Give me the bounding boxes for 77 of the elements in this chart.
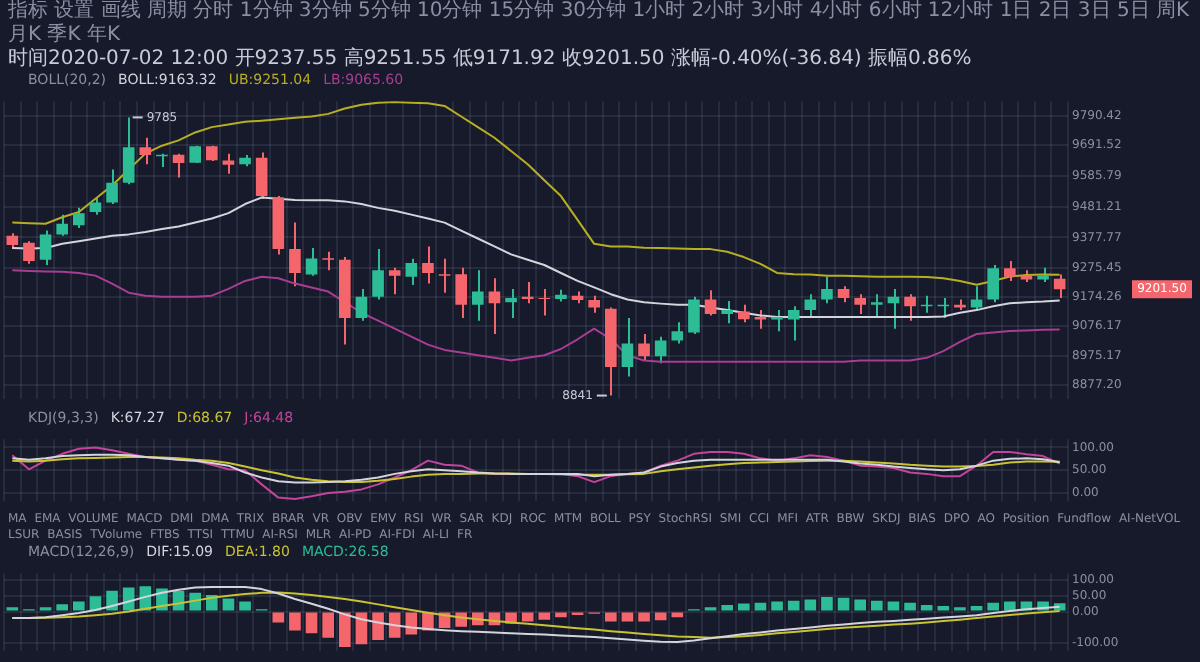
candlestick — [422, 245, 434, 285]
bar — [388, 612, 401, 638]
candlestick — [821, 275, 833, 305]
candlestick — [521, 281, 534, 305]
bar — [887, 601, 900, 611]
candlestick — [854, 293, 867, 315]
bar — [72, 601, 85, 611]
bar — [754, 602, 767, 611]
candlestick — [289, 221, 301, 288]
candlestick — [23, 240, 35, 265]
chart-subtitle: 时间2020-07-02 12:00 开9237.55 高9251.55 低9171.92 收9201.50 涨幅-0.40%(-36.84) 振幅0.86% — [6, 48, 974, 72]
bar — [821, 596, 833, 611]
bar — [920, 604, 933, 611]
bar — [771, 601, 783, 611]
candlestick — [106, 168, 118, 206]
bar — [937, 605, 950, 611]
bar — [854, 599, 867, 611]
candlestick — [139, 136, 152, 166]
bar — [338, 612, 351, 648]
candlestick — [688, 295, 700, 335]
candlestick — [471, 269, 484, 322]
candlestick — [372, 248, 384, 301]
bar — [987, 602, 1000, 611]
candlestick — [621, 317, 634, 378]
candlestick — [438, 257, 451, 294]
bar — [737, 603, 750, 611]
bar — [56, 604, 69, 611]
bar — [837, 597, 850, 611]
candlestick — [754, 309, 767, 330]
candlestick — [39, 229, 52, 267]
candlestick — [172, 152, 185, 179]
bar — [804, 599, 817, 611]
bar — [305, 612, 318, 634]
candlestick — [638, 332, 650, 362]
bar — [904, 602, 916, 611]
bar — [970, 605, 983, 611]
bar — [239, 601, 251, 611]
bar — [405, 612, 418, 635]
bar — [222, 598, 235, 611]
candlestick — [222, 152, 235, 175]
candlestick — [870, 293, 883, 320]
candlestick — [405, 257, 418, 287]
candlestick — [56, 213, 69, 237]
candlestick — [122, 116, 135, 186]
candlestick — [72, 206, 85, 229]
bar — [272, 612, 285, 623]
bar — [870, 600, 883, 611]
candlestick — [455, 266, 468, 320]
bar — [654, 612, 667, 621]
chart-title: 指标 设置 画线 周期 分时 1分钟 3分钟 5分钟 10分钟 15分钟 30分钟 1小时 2小时 3小时 4小时 6小时 12小时 1日 2日 3日 5日 周K 月K 季K 年K — [6, 0, 1192, 47]
bar — [621, 612, 634, 622]
candlestick — [322, 250, 335, 272]
candlestick — [1003, 259, 1016, 282]
candlestick — [987, 264, 1000, 304]
candlestick — [787, 305, 800, 342]
candlestick — [538, 287, 551, 317]
candlestick — [1053, 273, 1066, 300]
bar — [538, 612, 551, 620]
candlestick — [721, 299, 734, 325]
candlestick — [255, 151, 268, 200]
bar — [787, 600, 800, 611]
candlestick — [704, 289, 717, 317]
candlestick — [904, 293, 916, 322]
candlestick — [654, 335, 667, 365]
candlestick — [771, 309, 783, 333]
bar — [604, 612, 617, 622]
candlestick — [505, 287, 517, 320]
bar — [289, 612, 301, 631]
bar — [521, 612, 534, 622]
bar — [721, 604, 734, 611]
bar — [638, 612, 650, 622]
candlestick — [355, 287, 368, 322]
bar — [322, 612, 335, 638]
bar — [372, 612, 384, 640]
candlestick — [804, 293, 817, 318]
candlestick — [388, 266, 401, 296]
candlestick — [671, 321, 684, 345]
